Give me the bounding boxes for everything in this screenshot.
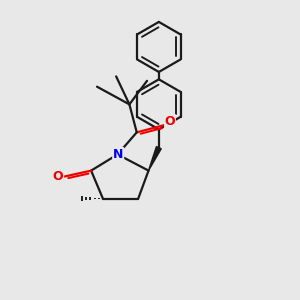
Text: N: N xyxy=(113,148,123,161)
Polygon shape xyxy=(148,147,161,171)
Text: O: O xyxy=(165,115,175,128)
Text: O: O xyxy=(53,170,63,183)
